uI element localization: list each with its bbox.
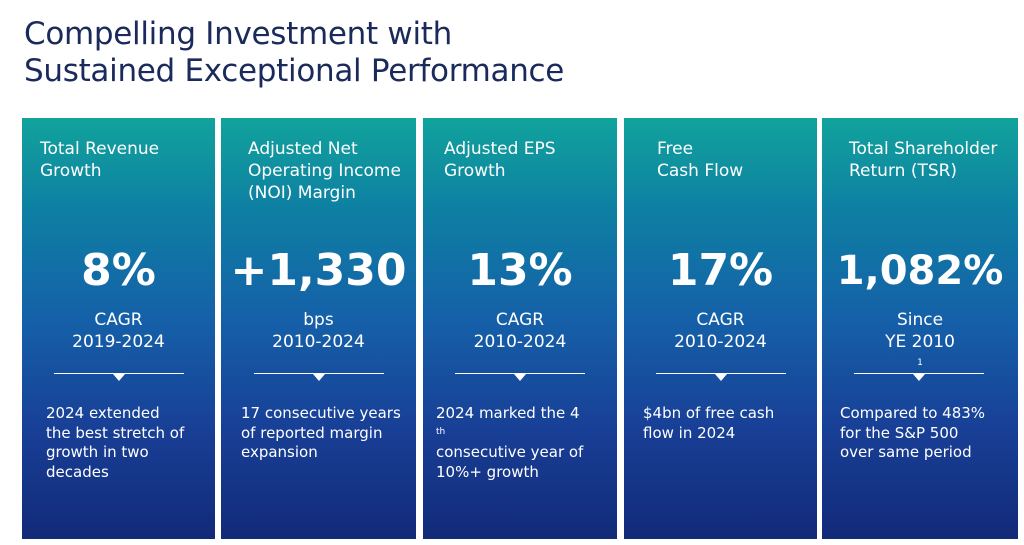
metric-subtitle: bps 2010-2024 [221, 309, 416, 353]
card-heading-line: Growth [40, 161, 102, 181]
description-line: of reported margin [241, 423, 383, 442]
card-heading: Free Cash Flow [657, 138, 743, 182]
metric-card-tsr: Total Shareholder Return (TSR) 1,082% Si… [822, 118, 1018, 539]
card-heading-line: Operating Income [248, 161, 401, 181]
metric-subtitle: CAGR 2010-2024 [423, 309, 617, 353]
metric-subtitle: CAGR 2019-2024 [22, 309, 215, 353]
metric-value: 1,082% [836, 248, 1004, 294]
metric-subtitle-line: 2010-2024 [674, 332, 767, 352]
divider-line [254, 373, 384, 374]
metric-description: $4bn of free cash flow in 2024 [643, 404, 774, 443]
card-heading: Adjusted EPS Growth [444, 138, 556, 182]
metric-subtitle: CAGR 2010-2024 [624, 309, 817, 353]
footnote-marker: 1 [917, 358, 923, 368]
metric-subtitle: Since YE 2010 1 [822, 309, 1018, 375]
page-title: Compelling Investment with Sustained Exc… [24, 16, 824, 90]
description-line: $4bn of free cash [643, 404, 775, 422]
description-line: 17 consecutive years [241, 404, 401, 422]
divider-line [656, 373, 786, 374]
metric-subtitle-line: CAGR [696, 310, 745, 330]
metric-subtitle-line: bps [303, 310, 334, 330]
metric-description: 2024 extended the best stretch of growth… [46, 404, 184, 482]
card-heading-line: (NOI) Margin [248, 183, 356, 203]
card-heading-line: Adjusted Net [248, 139, 358, 159]
chevron-down-icon [514, 374, 526, 381]
description-line: 2024 marked the 4 th [436, 404, 583, 443]
metric-description: Compared to 483% for the S&P 500 over sa… [840, 404, 985, 463]
divider-line [854, 373, 984, 374]
chevron-down-icon [715, 374, 727, 381]
metric-subtitle-line: 2019-2024 [72, 332, 165, 352]
card-heading-line: Free [657, 139, 694, 159]
description-line: 2024 extended [46, 404, 160, 422]
metric-subtitle-line: 2010-2024 [473, 332, 567, 352]
card-heading-line: Growth [444, 161, 506, 181]
metric-card-free-cash-flow: Free Cash Flow 17% CAGR 2010-2024 $4bn o… [624, 118, 817, 539]
description-line: the best stretch of [46, 423, 185, 442]
metric-subtitle-line: Since [896, 310, 944, 330]
metric-card-revenue: Total Revenue Growth 8% CAGR 2019-2024 2… [22, 118, 215, 539]
chevron-down-icon [113, 374, 125, 381]
card-heading: Total Revenue Growth [40, 138, 159, 182]
metric-subtitle-line: 2010-2024 [272, 332, 365, 352]
page-title-line-1: Compelling Investment with [24, 16, 452, 52]
chevron-down-icon [913, 374, 925, 381]
page-title-line-2: Sustained Exceptional Performance [24, 53, 565, 89]
description-line: for the S&P 500 [840, 423, 959, 442]
ordinal-suffix: th [436, 426, 446, 437]
chevron-down-icon [313, 374, 325, 381]
metric-subtitle-text: YE 2010 [885, 332, 955, 352]
card-heading: Adjusted Net Operating Income (NOI) Marg… [248, 138, 401, 204]
metric-card-noi-margin: Adjusted Net Operating Income (NOI) Marg… [221, 118, 416, 539]
description-line: consecutive year of [436, 443, 584, 461]
card-heading-line: Adjusted EPS [444, 139, 556, 159]
description-line: decades [46, 462, 109, 481]
metric-value: 8% [81, 245, 156, 296]
description-line: expansion [241, 443, 318, 461]
description-line: Compared to 483% [840, 404, 986, 422]
metric-subtitle-line: CAGR [94, 310, 143, 330]
metric-card-eps: Adjusted EPS Growth 13% CAGR 2010-2024 2… [423, 118, 617, 539]
card-heading-line: Total Shareholder [849, 139, 998, 159]
card-heading-line: Cash Flow [657, 161, 744, 181]
metric-value: +1,330 [230, 245, 407, 296]
metric-value: 17% [667, 245, 774, 296]
card-heading-line: Total Revenue [40, 139, 160, 159]
metric-subtitle-line: YE 2010 1 [822, 331, 1018, 375]
metric-subtitle-line: CAGR [495, 310, 545, 330]
divider-line [54, 373, 184, 374]
description-line: flow in 2024 [643, 423, 736, 442]
description-line: growth in two [46, 443, 149, 461]
metric-value: 13% [467, 245, 573, 296]
card-heading: Total Shareholder Return (TSR) [849, 138, 997, 182]
divider-line [455, 373, 585, 374]
description-text: 2024 marked the 4 [436, 404, 580, 422]
description-line: 10%+ growth [436, 462, 539, 481]
metric-description: 17 consecutive years of reported margin … [241, 404, 401, 463]
card-heading-line: Return (TSR) [849, 161, 958, 181]
description-line: over same period [840, 443, 972, 461]
